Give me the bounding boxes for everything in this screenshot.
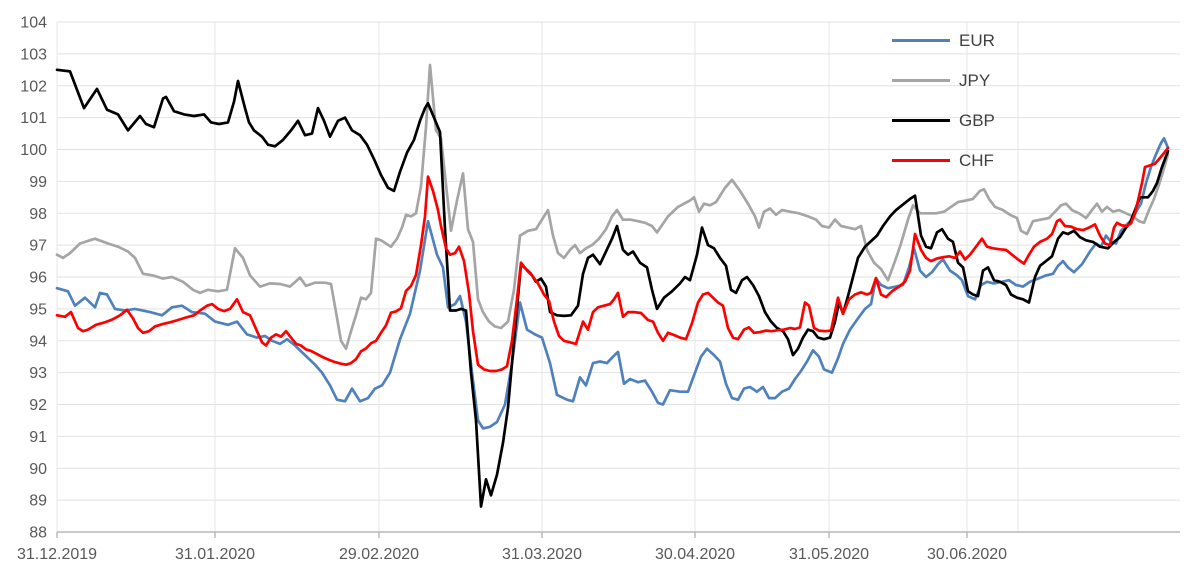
x-axis-tick-label: 29.02.2020 — [339, 546, 419, 563]
y-axis-tick-label: 100 — [20, 142, 47, 159]
y-axis-tick-label: 95 — [29, 301, 47, 318]
series-line-jpy — [55, 63, 1170, 351]
y-axis-tick-label: 93 — [29, 365, 47, 382]
legend-item-chf: CHF — [892, 140, 995, 180]
y-axis-tick-label: 104 — [20, 15, 47, 32]
x-axis-labels: 31.12.2019 31.01.2020 29.02.2020 31.03.2020… — [17, 546, 1007, 563]
legend-item-gbp: GBP — [892, 100, 995, 140]
y-axis-tick-label: 97 — [29, 238, 47, 255]
series-line-chf — [55, 146, 1170, 373]
x-axis-ticks — [56, 532, 968, 538]
y-axis-labels: 88 89 90 91 92 93 94 95 96 97 98 99 100 101 102 103 104 — [20, 15, 47, 542]
x-axis-tick-label: 31.01.2020 — [175, 546, 255, 563]
y-axis-tick-label: 94 — [29, 333, 47, 350]
series-line-gbp — [55, 68, 1170, 508]
y-axis-tick-label: 91 — [29, 429, 47, 446]
legend-label-chf: CHF — [959, 150, 994, 170]
legend-label-eur: EUR — [959, 30, 995, 50]
y-axis-tick-label: 102 — [20, 78, 47, 95]
legend-item-eur: EUR — [892, 20, 995, 60]
x-axis-tick-label: 31.05.2020 — [789, 546, 869, 563]
chart-legend: EUR JPY GBP CHF — [892, 20, 995, 180]
x-axis-tick-label: 31.03.2020 — [502, 546, 582, 563]
x-axis-tick-label: 30.04.2020 — [655, 546, 735, 563]
gridlines — [56, 21, 1180, 532]
y-axis-tick-label: 88 — [29, 525, 47, 542]
y-axis-tick-label: 98 — [29, 206, 47, 223]
legend-label-gbp: GBP — [959, 110, 995, 130]
legend-item-jpy: JPY — [892, 60, 995, 100]
gbp-line-swatch-icon — [892, 118, 950, 122]
y-axis-tick-label: 89 — [29, 493, 47, 510]
x-axis-tick-label: 31.12.2019 — [17, 546, 97, 563]
eur-line-swatch-icon — [892, 38, 950, 42]
y-axis-tick-label: 101 — [20, 110, 47, 127]
y-axis-tick-label: 99 — [29, 174, 47, 191]
x-axis-tick-label: 30.06.2020 — [927, 546, 1007, 563]
y-axis-tick-label: 96 — [29, 270, 47, 287]
y-axis-tick-label: 92 — [29, 397, 47, 414]
jpy-line-swatch-icon — [892, 78, 950, 82]
series-line-eur — [55, 136, 1170, 430]
series-lines — [55, 63, 1170, 508]
y-axis-tick-label: 90 — [29, 461, 47, 478]
chf-line-swatch-icon — [892, 158, 950, 162]
y-axis-tick-label: 103 — [20, 46, 47, 63]
legend-label-jpy: JPY — [959, 70, 991, 90]
